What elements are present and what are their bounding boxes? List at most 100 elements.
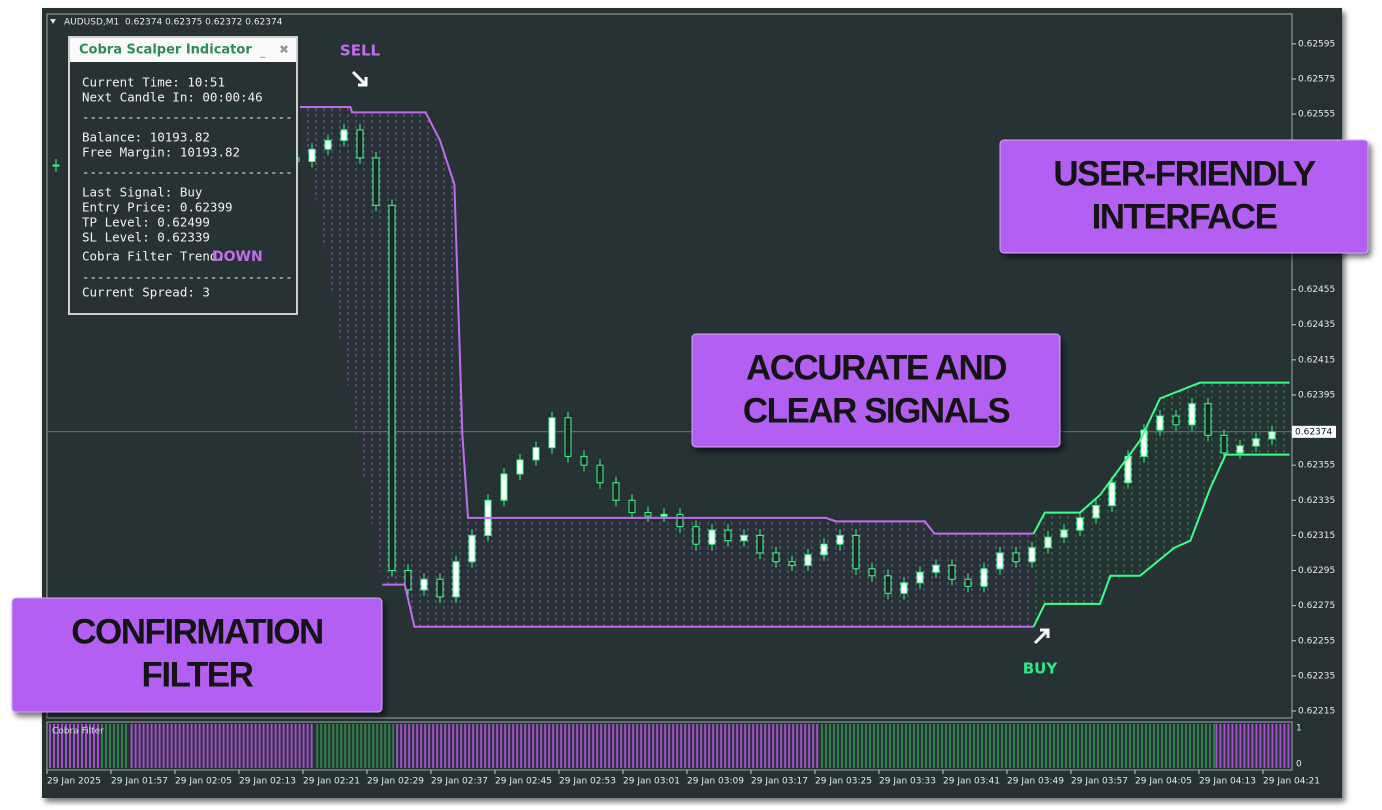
candle-body	[724, 529, 732, 542]
x-tick-label: 29 Jan 03:57	[1071, 777, 1128, 787]
y-tick-label: 0.62355	[1298, 461, 1335, 471]
promo-box	[999, 139, 1369, 254]
candle-body	[644, 512, 652, 517]
x-tick-label: 29 Jan 03:09	[687, 777, 744, 787]
candle-body	[596, 464, 604, 484]
candle-body	[868, 568, 876, 577]
candle-body	[852, 534, 860, 570]
candle-body	[1156, 415, 1164, 431]
y-tick-label: 0.62315	[1298, 531, 1335, 541]
y-tick-label: 0.62555	[1298, 110, 1335, 120]
promo-text: CONFIRMATION	[71, 612, 323, 651]
promo-text: CLEAR SIGNALS	[743, 391, 1010, 430]
buy-label: BUY	[1023, 660, 1059, 678]
menu-arrow	[50, 19, 56, 24]
panel-line: Next Candle In: 00:00:46	[82, 90, 263, 105]
y-tick-label: 0.62255	[1298, 636, 1335, 646]
x-tick-label: 29 Jan 02:37	[431, 777, 488, 787]
candle-body	[676, 513, 684, 528]
candle-body	[1268, 431, 1276, 440]
plot: 0.62595 0.62575 0.62555 0.62455 0.62435 0.624…	[46, 39, 1336, 787]
band-line	[300, 106, 1034, 535]
x-tick-label: 29 Jan 03:41	[943, 777, 1000, 787]
x-tick-label: 29 Jan 03:33	[879, 777, 936, 787]
filter-tick-label: 1	[1296, 724, 1302, 734]
candle-body	[1092, 505, 1100, 519]
band-line	[1032, 453, 1290, 628]
panel-line: ----------------------------	[82, 165, 293, 180]
promo-text: FILTER	[142, 655, 254, 694]
close[interactable]: ✖	[279, 43, 289, 57]
candle-body	[580, 455, 588, 466]
candle-body	[1060, 529, 1068, 538]
candle-body	[1028, 547, 1036, 563]
x-tick-label: 29 Jan 02:53	[559, 777, 616, 787]
panel-line: ----------------------------	[82, 110, 293, 125]
candle-body	[916, 571, 924, 584]
candle-body	[452, 561, 460, 598]
y-tick-label: 0.62275	[1298, 601, 1335, 611]
y-tick-label: 0.62395	[1298, 390, 1335, 400]
candle-body	[1188, 403, 1196, 426]
x-tick-label: 29 Jan 02:45	[495, 777, 552, 787]
sell-label: SELL	[340, 42, 381, 60]
promo-text: USER-FRIENDLY	[1053, 154, 1315, 193]
candle-body	[420, 578, 428, 591]
x-tick-label: 29 Jan 2025	[47, 777, 101, 787]
y-tick-label: 0.62575	[1298, 74, 1335, 84]
candle-body	[564, 417, 572, 457]
minimize[interactable]: _	[259, 45, 266, 58]
candle-body	[1236, 445, 1244, 454]
candle-body	[612, 482, 620, 501]
candle-body	[436, 578, 444, 598]
candle-body	[1012, 552, 1020, 563]
promo-box	[11, 597, 383, 713]
candle-body	[772, 552, 780, 563]
candle-body	[1220, 434, 1228, 454]
band-line	[382, 583, 1034, 628]
overlays: USER-FRIENDLY INTERFACE ACCURATE AND CLEAR …	[11, 139, 1369, 713]
candle-body	[1108, 482, 1116, 507]
candle-body	[532, 447, 540, 461]
promo-box	[691, 333, 1061, 448]
candle-body	[308, 148, 316, 162]
y-tick-label: 0.62215	[1298, 706, 1335, 716]
x-tick-label: 29 Jan 02:21	[303, 777, 360, 787]
y-tick-label: 0.62415	[1298, 355, 1335, 365]
info-panel	[68, 36, 298, 315]
y-tick-label: 0.62295	[1298, 566, 1335, 576]
panel-line: Current Spread: 3	[82, 285, 210, 300]
panel-line: Entry Price: 0.62399	[82, 200, 233, 215]
x-tick-label: 29 Jan 01:57	[111, 777, 168, 787]
panel-title: Cobra Scalper Indicator	[79, 43, 252, 58]
candle-body	[548, 417, 556, 449]
filter-label: Cobra Filter	[52, 727, 104, 737]
y-tick-label: 0.62455	[1298, 285, 1335, 295]
y-tick-label: 0.62435	[1298, 320, 1335, 330]
x-tick-label: 29 Jan 03:17	[751, 777, 808, 787]
panel-line: Free Margin: 10193.82	[82, 145, 240, 160]
candle-body	[52, 164, 60, 167]
symbol: AUDUSD,M1	[64, 18, 119, 28]
promo-text: INTERFACE	[1092, 197, 1277, 236]
candle-body	[692, 526, 700, 545]
candle-body	[1076, 517, 1084, 531]
y-tick-label: 0.62335	[1298, 496, 1335, 506]
panel-line: ----------------------------	[82, 270, 293, 285]
x-tick-label: 29 Jan 04:05	[1135, 777, 1192, 787]
panel-line: SL Level: 0.62339	[82, 230, 210, 245]
last-price-box	[1292, 425, 1336, 438]
candle-body	[900, 582, 908, 594]
candle-body	[516, 459, 524, 475]
panel-titlebar	[70, 38, 296, 62]
candle-body	[1172, 415, 1180, 426]
panel-line: Balance: 10193.82	[82, 130, 210, 145]
candle-body	[932, 564, 940, 573]
candle-body	[324, 139, 332, 150]
ohlc: 0.62374 0.62375 0.62372 0.62374	[125, 18, 283, 28]
panel-line: Current Time: 10:51	[82, 75, 225, 90]
x-tick-label: 29 Jan 03:25	[815, 777, 872, 787]
candle-body	[1252, 438, 1260, 447]
